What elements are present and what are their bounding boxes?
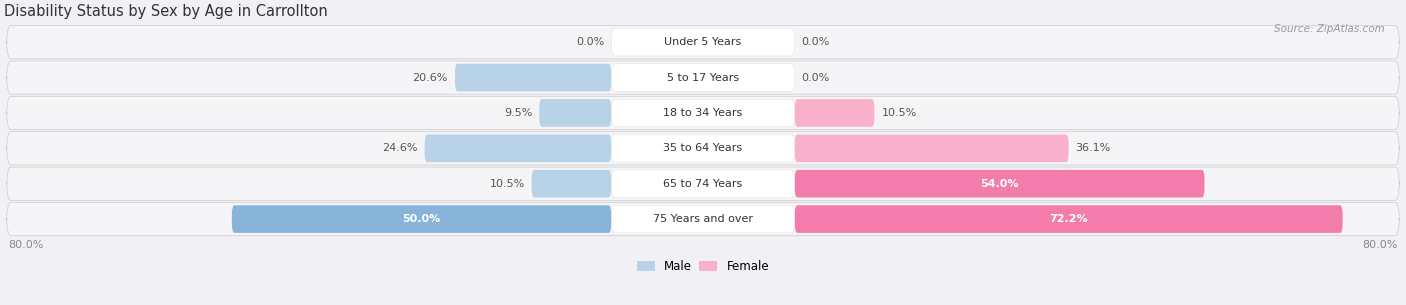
Text: 54.0%: 54.0% — [980, 179, 1019, 189]
FancyBboxPatch shape — [612, 99, 794, 127]
FancyBboxPatch shape — [7, 167, 1399, 200]
Text: 75 Years and over: 75 Years and over — [652, 214, 754, 224]
Text: 50.0%: 50.0% — [402, 214, 440, 224]
FancyBboxPatch shape — [7, 203, 1399, 236]
Text: 0.0%: 0.0% — [801, 73, 830, 83]
FancyBboxPatch shape — [425, 135, 612, 162]
Text: 72.2%: 72.2% — [1049, 214, 1088, 224]
FancyBboxPatch shape — [794, 99, 875, 127]
FancyBboxPatch shape — [794, 205, 1343, 233]
Text: 36.1%: 36.1% — [1076, 143, 1111, 153]
Text: 0.0%: 0.0% — [576, 37, 605, 47]
Text: Disability Status by Sex by Age in Carrollton: Disability Status by Sex by Age in Carro… — [4, 4, 328, 19]
Text: 10.5%: 10.5% — [489, 179, 524, 189]
Text: 9.5%: 9.5% — [503, 108, 533, 118]
Text: 10.5%: 10.5% — [882, 108, 917, 118]
Text: 35 to 64 Years: 35 to 64 Years — [664, 143, 742, 153]
Legend: Male, Female: Male, Female — [633, 255, 773, 278]
Text: 80.0%: 80.0% — [1362, 240, 1398, 249]
FancyBboxPatch shape — [531, 170, 612, 198]
Text: 18 to 34 Years: 18 to 34 Years — [664, 108, 742, 118]
FancyBboxPatch shape — [612, 64, 794, 92]
FancyBboxPatch shape — [612, 170, 794, 198]
FancyBboxPatch shape — [794, 170, 1205, 198]
FancyBboxPatch shape — [612, 205, 794, 233]
Text: 24.6%: 24.6% — [382, 143, 418, 153]
FancyBboxPatch shape — [794, 135, 1069, 162]
FancyBboxPatch shape — [7, 26, 1399, 59]
FancyBboxPatch shape — [7, 132, 1399, 165]
Text: 0.0%: 0.0% — [801, 37, 830, 47]
Text: 80.0%: 80.0% — [8, 240, 44, 249]
FancyBboxPatch shape — [538, 99, 612, 127]
Text: 20.6%: 20.6% — [412, 73, 449, 83]
FancyBboxPatch shape — [612, 28, 794, 56]
Text: 65 to 74 Years: 65 to 74 Years — [664, 179, 742, 189]
FancyBboxPatch shape — [456, 64, 612, 92]
FancyBboxPatch shape — [7, 61, 1399, 94]
Text: Source: ZipAtlas.com: Source: ZipAtlas.com — [1274, 24, 1385, 34]
FancyBboxPatch shape — [612, 135, 794, 162]
FancyBboxPatch shape — [7, 96, 1399, 130]
Text: Under 5 Years: Under 5 Years — [665, 37, 741, 47]
FancyBboxPatch shape — [232, 205, 612, 233]
Text: 5 to 17 Years: 5 to 17 Years — [666, 73, 740, 83]
